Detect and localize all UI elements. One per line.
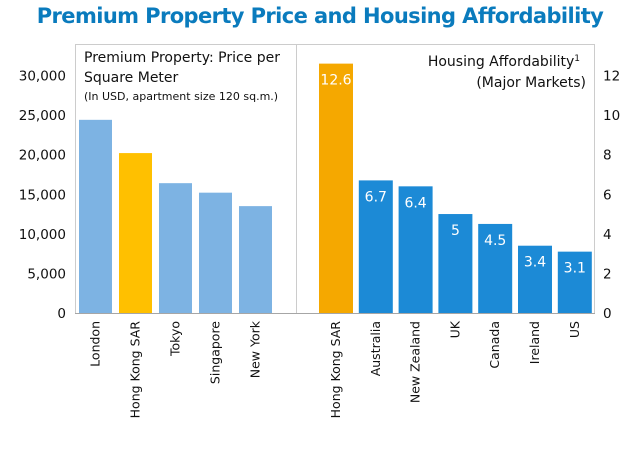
- left-category-label: Tokyo: [168, 321, 183, 357]
- right-bar-value-label: 3.1: [564, 261, 586, 277]
- right-y-tick-label: 12: [603, 69, 620, 85]
- right-panel-title-text: Housing Affordability: [428, 54, 574, 70]
- left-bars: [79, 119, 272, 313]
- right-category-label: Ireland: [527, 321, 542, 364]
- left-category-label: Singapore: [208, 321, 223, 384]
- right-y-tick-label: 2: [603, 266, 612, 282]
- left-panel-subtitle: (In USD, apartment size 120 sq.m.): [84, 90, 278, 103]
- left-bar: [199, 192, 232, 313]
- right-y-tick-label: 8: [603, 148, 612, 164]
- right-bar-value-label: 12.6: [320, 73, 351, 89]
- left-y-tick-label: 10,000: [19, 227, 66, 243]
- left-category-label: London: [88, 321, 103, 367]
- right-category-label: US: [567, 321, 582, 338]
- right-panel-title-line2: (Major Markets): [476, 75, 586, 91]
- left-y-tick-label: 30,000: [19, 69, 66, 85]
- right-bar: [319, 63, 353, 313]
- right-bar: [478, 223, 513, 313]
- left-x-axis: London Hong Kong SAR Tokyo Singapore New Yor…: [88, 320, 263, 418]
- left-bar: [159, 183, 192, 313]
- left-y-tick-label: 25,000: [19, 108, 66, 124]
- left-y-axis: 0 5,000 10,000 15,000 20,000 25,000 30,000: [19, 69, 66, 323]
- left-panel-title-line2: Square Meter: [84, 70, 179, 86]
- right-bars: 12.6 6.7 6.4 5 4.5 3.4 3.1: [319, 63, 592, 313]
- right-bar: [438, 214, 473, 313]
- right-category-label: Hong Kong SAR: [328, 321, 343, 419]
- right-y-tick-label: 6: [603, 187, 612, 203]
- right-bar: [398, 186, 433, 313]
- right-category-label: New Zealand: [408, 321, 423, 403]
- right-bar-value-label: 6.4: [404, 195, 426, 211]
- left-panel-title-line1: Premium Property: Price per: [84, 50, 280, 66]
- right-bar-value-label: 6.7: [365, 189, 387, 205]
- right-category-label: Australia: [368, 321, 383, 376]
- right-bar-value-label: 4.5: [484, 233, 506, 249]
- right-bar: [557, 251, 592, 313]
- chart-title: Premium Property Price and Housing Affor…: [36, 4, 604, 28]
- right-panel-title-superscript: 1: [574, 54, 580, 64]
- left-category-label: New York: [248, 320, 263, 378]
- right-bar: [518, 245, 552, 313]
- left-y-tick-label: 0: [57, 306, 66, 322]
- left-category-label: Hong Kong SAR: [128, 321, 143, 419]
- right-panel-title-line1: Housing Affordability1: [428, 54, 580, 70]
- right-y-tick-label: 0: [603, 306, 612, 322]
- right-category-label: Canada: [487, 321, 502, 369]
- right-y-axis: 0 2 4 6 8 10 12: [603, 69, 620, 323]
- right-bar-value-label: 5: [451, 223, 460, 239]
- left-bar: [239, 206, 272, 313]
- left-y-tick-label: 5,000: [27, 266, 66, 282]
- left-bar: [119, 153, 152, 313]
- right-bar-value-label: 3.4: [524, 255, 546, 271]
- right-x-axis: Hong Kong SAR Australia New Zealand UK Canad…: [328, 320, 582, 418]
- right-bar: [358, 180, 393, 313]
- right-y-tick-label: 10: [603, 108, 620, 124]
- right-category-label: UK: [447, 320, 462, 338]
- left-y-tick-label: 20,000: [19, 148, 66, 164]
- right-y-tick-label: 4: [603, 227, 612, 243]
- left-y-tick-label: 15,000: [19, 187, 66, 203]
- left-bar: [79, 119, 112, 313]
